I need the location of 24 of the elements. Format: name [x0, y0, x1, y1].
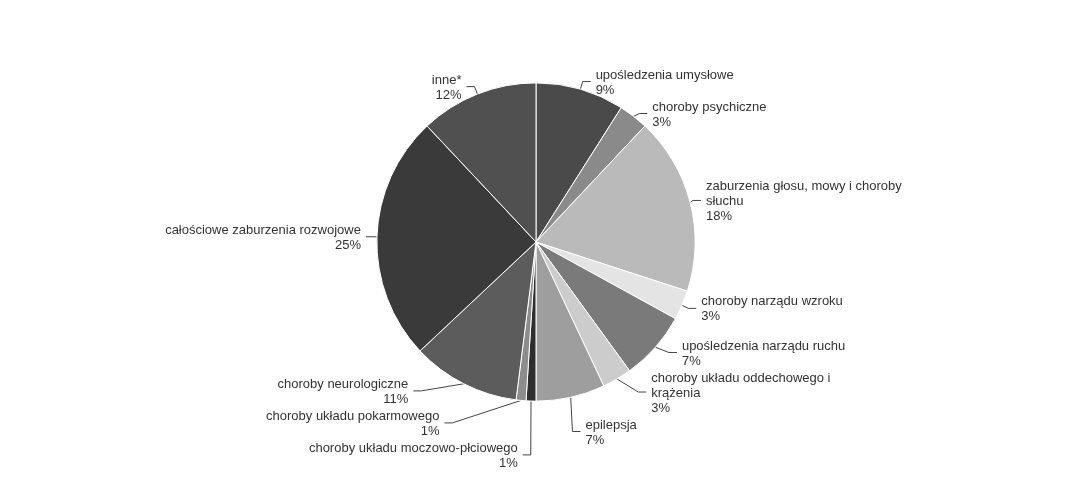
data-label: 9% [595, 81, 615, 97]
slice-label: choroby układu oddechowego i krążenia [651, 369, 835, 400]
data-label: 11% [383, 390, 409, 406]
slice-label: choroby neurologiczne [277, 375, 409, 391]
slice-label: choroby narządu wzroku [701, 293, 843, 309]
slice-label: upośledzenia narządu ruchu [681, 337, 846, 353]
data-label: 1% [420, 422, 440, 438]
slice-label: całościowe zaburzenia rozwojowe [165, 221, 361, 237]
data-label: 18% [705, 207, 733, 223]
data-label: 1% [498, 454, 519, 470]
slice-label: choroby układu moczowo-płciowego [308, 439, 518, 455]
data-label: 7% [681, 352, 702, 368]
data-label: 3% [652, 113, 672, 129]
data-label: 25% [334, 236, 362, 252]
slice-label: zaburzenia głosu, mowy i choroby słuchu [705, 177, 906, 208]
slice-label: choroby psychiczne [652, 98, 767, 114]
slice-label: upośledzenia umysłowe [595, 66, 734, 82]
data-label: 3% [701, 308, 721, 324]
data-label: 7% [585, 431, 605, 447]
data-label: 3% [651, 399, 671, 415]
slice-label: choroby układu pokarmowego [266, 407, 440, 423]
slice-label: epilepsja [585, 416, 638, 432]
data-label: 12% [435, 86, 462, 102]
slice-label: inne* [431, 71, 462, 87]
